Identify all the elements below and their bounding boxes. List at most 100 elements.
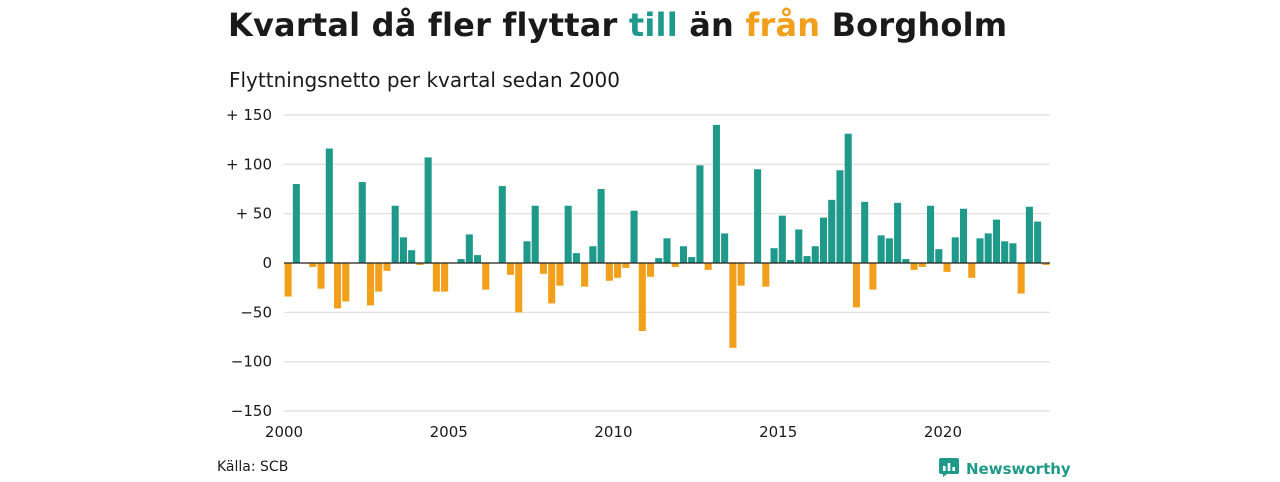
title-part-1: Kvartal då fler flyttar [228,6,618,44]
bar [482,263,490,290]
bar [358,182,366,263]
bar [902,259,910,263]
bar [556,263,564,286]
bar [671,263,679,267]
bar [828,199,836,263]
chart-subtitle: Flyttningsnetto per kvartal sedan 2000 [229,68,620,92]
bar [441,263,449,292]
bar [325,148,333,263]
bar [754,169,762,263]
bar [1009,243,1017,263]
y-tick-label: −50 [240,303,272,321]
bar [1042,263,1050,265]
bar [976,238,984,263]
bar [984,233,992,263]
bar [523,241,531,263]
bar [943,263,951,272]
y-tick-label: −150 [231,402,272,420]
bar [877,235,885,263]
y-tick-label: + 50 [236,205,272,223]
bar [284,263,292,297]
bar [581,263,589,287]
bar [309,263,317,267]
bar [861,201,869,263]
bar [1025,206,1033,263]
title-part-3: Borgholm [831,6,1008,44]
bar [515,263,523,313]
bar [465,234,473,263]
bar [539,263,547,274]
bar [399,237,407,263]
bar [622,263,630,268]
bar [432,263,440,292]
x-tick-label: 2010 [594,423,632,440]
bar [474,255,482,263]
bar [531,205,539,263]
title-from-word: från [745,6,821,44]
y-tick-label: 0 [262,254,272,272]
bar [894,202,902,263]
bar [852,263,860,308]
bar [334,263,342,309]
bar [729,263,737,348]
bar [688,257,696,263]
bar [424,157,432,263]
bar [391,205,399,263]
bar [663,238,671,263]
y-tick-label: −100 [231,353,272,371]
bar [589,246,597,263]
bar [1034,221,1042,263]
bar [375,263,383,292]
chart-title: Kvartal då fler flyttar till än från Bor… [228,6,1007,44]
y-tick-label: + 100 [226,155,272,173]
bar [1017,263,1025,294]
y-tick-label: + 150 [226,106,272,124]
bar [778,215,786,263]
bar [935,249,943,263]
bar [696,165,704,263]
bar [597,189,605,263]
bar [457,259,465,263]
bar [811,246,819,263]
bar [737,263,745,286]
bar [317,263,325,289]
bar [770,248,778,263]
y-axis-ticks: + 150 + 100 + 50 0 −50 −100 −150 [226,106,272,420]
bar [959,208,968,263]
x-tick-label: 2020 [924,423,962,440]
bar [968,263,976,278]
bar [721,233,729,263]
bar [679,246,688,263]
bar [614,263,622,278]
title-to-word: till [628,6,678,44]
bar [655,258,663,263]
bar [951,237,959,263]
bar [1001,241,1009,263]
bar [836,170,844,263]
brand-name: Newsworthy [966,460,1071,478]
title-part-2: än [689,6,734,44]
bar [918,263,926,267]
bar [548,263,556,304]
bar [646,263,655,277]
bar [383,263,391,271]
brand-logo[interactable]: Newsworthy [938,456,1071,482]
bar [885,238,893,263]
x-tick-label: 2005 [430,423,468,440]
bar [795,229,803,263]
bar [787,260,795,263]
bars [284,124,1050,348]
bar [564,205,572,263]
bar [366,263,375,306]
bar [910,263,918,270]
bar [342,263,350,302]
bar [704,263,712,270]
newsworthy-logo-icon [938,456,960,482]
x-axis-ticks: 2000 2005 2010 2015 2020 [265,423,962,440]
bar [803,256,811,263]
bar [408,250,416,263]
bar [605,263,613,281]
x-tick-label: 2000 [265,423,303,440]
bar [869,263,877,290]
bar [292,184,300,263]
